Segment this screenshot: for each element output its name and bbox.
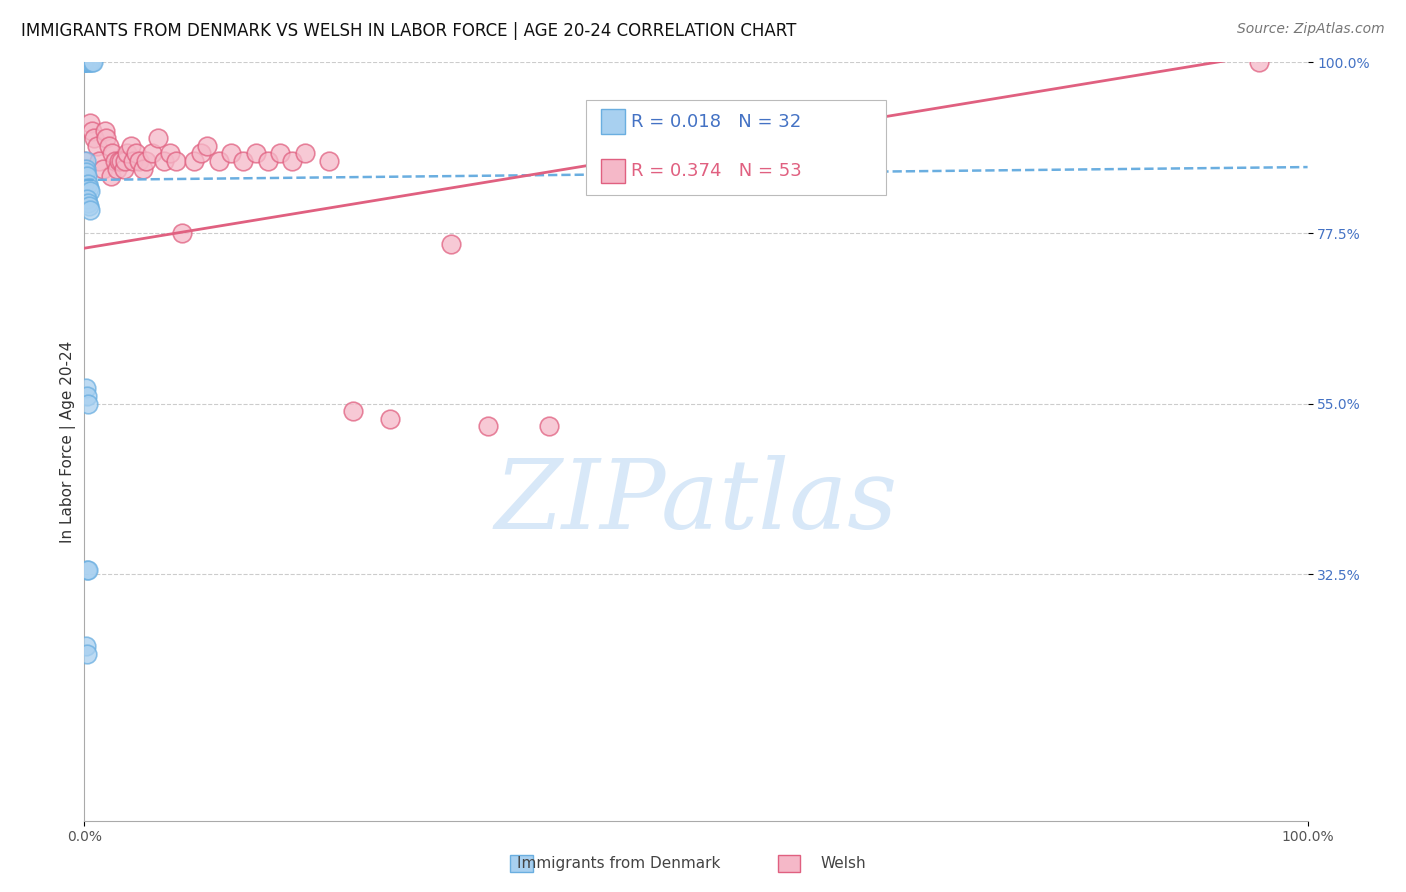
Point — [91, 161, 114, 176]
Point — [104, 153, 127, 168]
Point — [77, 564, 100, 578]
Point — [77, 396, 100, 410]
Text: IMMIGRANTS FROM DENMARK VS WELSH IN LABOR FORCE | AGE 20-24 CORRELATION CHART: IMMIGRANTS FROM DENMARK VS WELSH IN LABO… — [21, 22, 796, 40]
Point — [96, 131, 118, 145]
Point — [112, 161, 135, 176]
Point — [75, 153, 97, 168]
Point — [73, 153, 96, 168]
Point — [208, 153, 231, 168]
Text: ZIPatlas: ZIPatlas — [495, 455, 897, 549]
Point — [141, 146, 163, 161]
Y-axis label: In Labor Force | Age 20-24: In Labor Force | Age 20-24 — [60, 341, 76, 542]
Point — [73, 55, 96, 70]
Point — [82, 55, 104, 70]
Point — [132, 161, 155, 176]
Point — [80, 55, 103, 70]
Point — [73, 55, 96, 70]
FancyBboxPatch shape — [586, 101, 886, 195]
Point — [115, 146, 138, 161]
Point — [76, 564, 98, 578]
FancyBboxPatch shape — [600, 110, 626, 134]
Text: Source: ZipAtlas.com: Source: ZipAtlas.com — [1237, 22, 1385, 37]
Point — [219, 146, 242, 161]
Point — [153, 153, 176, 168]
Point — [94, 123, 117, 137]
Point — [245, 146, 267, 161]
Point — [125, 146, 148, 161]
Point — [77, 55, 100, 70]
Point — [80, 123, 103, 137]
Point — [87, 153, 110, 168]
Point — [172, 226, 194, 240]
FancyBboxPatch shape — [600, 159, 626, 183]
Point — [77, 55, 100, 70]
Point — [440, 237, 463, 252]
Point — [101, 146, 124, 161]
Bar — [778, 855, 800, 872]
Point — [73, 177, 96, 191]
Point — [73, 55, 96, 70]
Point — [79, 203, 101, 218]
Point — [76, 55, 98, 70]
Point — [73, 55, 96, 70]
Point — [294, 146, 316, 161]
Point — [114, 153, 136, 168]
Point — [318, 153, 340, 168]
Point — [79, 116, 101, 130]
Point — [75, 382, 97, 396]
Point — [135, 153, 157, 168]
Point — [165, 153, 187, 168]
Point — [75, 639, 97, 653]
Point — [86, 138, 108, 153]
Point — [73, 55, 96, 70]
Point — [105, 161, 128, 176]
Point — [73, 55, 96, 70]
Point — [159, 146, 181, 161]
Point — [76, 192, 98, 206]
Point — [97, 138, 120, 153]
Point — [77, 199, 100, 213]
Point — [232, 153, 254, 168]
Point — [76, 389, 98, 403]
Point — [79, 184, 101, 198]
Point — [380, 412, 402, 426]
Point — [183, 153, 205, 168]
Point — [281, 153, 304, 168]
Point — [190, 146, 212, 161]
Point — [77, 177, 100, 191]
Point — [110, 153, 132, 168]
Text: R = 0.374   N = 53: R = 0.374 N = 53 — [631, 161, 801, 180]
Point — [122, 153, 145, 168]
Point — [1247, 55, 1270, 70]
Point — [79, 55, 101, 70]
Point — [269, 146, 291, 161]
Text: Immigrants from Denmark: Immigrants from Denmark — [517, 856, 720, 871]
Point — [257, 153, 280, 168]
Point — [75, 161, 97, 176]
Text: Welsh: Welsh — [821, 856, 866, 871]
Point — [73, 55, 96, 70]
Bar — [510, 855, 533, 872]
Point — [77, 195, 100, 210]
Point — [120, 138, 142, 153]
Point — [342, 404, 364, 418]
Point — [538, 419, 561, 434]
Point — [77, 180, 100, 194]
Point — [624, 153, 647, 168]
Point — [73, 161, 96, 176]
Point — [100, 169, 122, 184]
Point — [76, 647, 98, 661]
Point — [83, 131, 105, 145]
Point — [75, 165, 97, 179]
Point — [477, 419, 499, 434]
Point — [107, 153, 129, 168]
Point — [195, 138, 218, 153]
Text: R = 0.018   N = 32: R = 0.018 N = 32 — [631, 112, 801, 130]
Point — [146, 131, 169, 145]
Point — [128, 153, 150, 168]
Point — [73, 55, 96, 70]
Point — [73, 169, 96, 184]
Point — [76, 169, 98, 184]
